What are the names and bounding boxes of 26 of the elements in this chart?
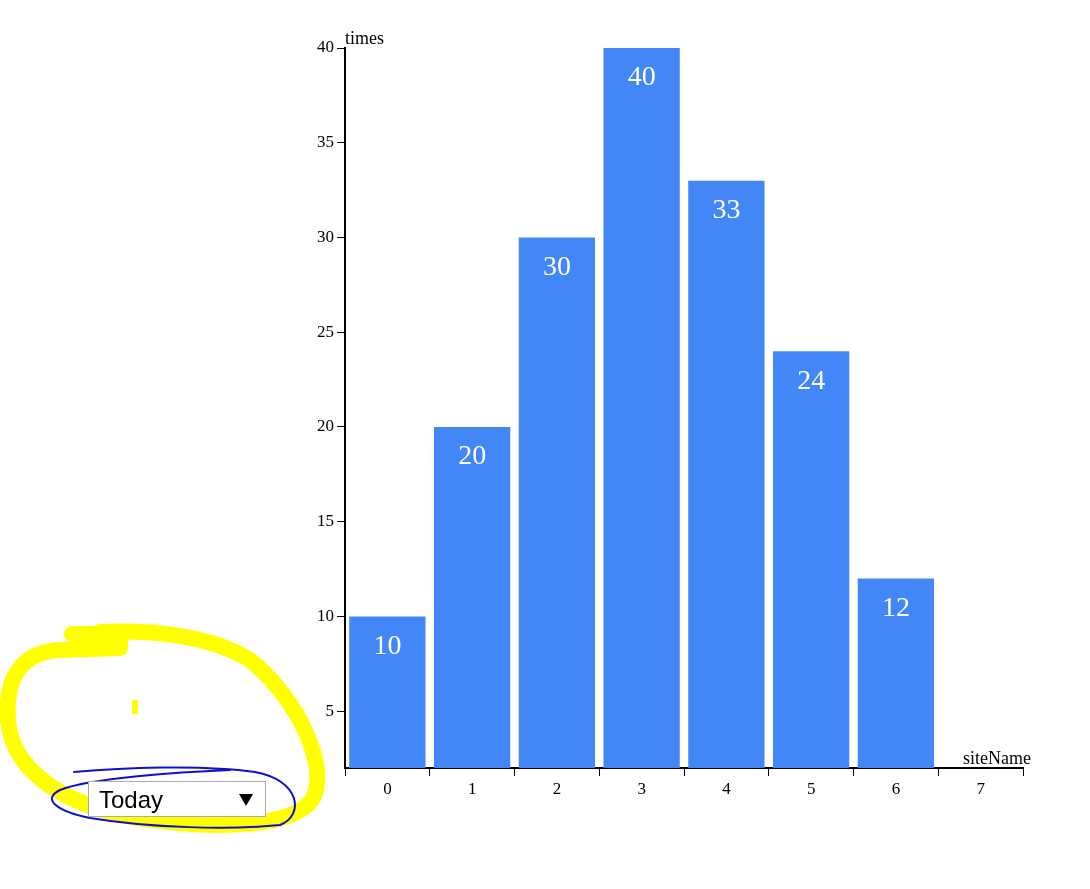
x-tick-label: 0 [383,778,392,798]
y-tick-label: 10 [317,605,334,625]
y-tick-label: 40 [317,37,334,57]
y-tick-label: 25 [317,321,334,341]
dropdown: Today [88,781,266,817]
x-tick-label: 5 [806,778,816,798]
x-tick-label: 3 [637,778,646,798]
x-tick-label: 6 [891,778,901,798]
x-tick-label: 7 [976,778,986,798]
y-tick-label: 15 [317,511,334,531]
data-label: 30 [542,249,571,281]
x-tick-label: 2 [552,778,562,798]
data-label: 12 [881,590,910,622]
y-axis-title: times [345,27,384,48]
x-tick-label: 4 [722,778,732,798]
data-label: 20 [458,439,487,471]
data-label: 33 [712,192,741,224]
data-label: 10 [373,628,402,660]
x-tick-label: 1 [467,778,477,798]
data-label: 40 [627,60,656,92]
y-tick-label: 35 [317,132,334,152]
data-label: 24 [797,363,826,395]
x-axis-title: siteName [963,747,1031,768]
y-tick-label: 5 [325,700,334,720]
y-tick-label: 20 [317,416,334,436]
y-tick-label: 30 [317,226,334,246]
